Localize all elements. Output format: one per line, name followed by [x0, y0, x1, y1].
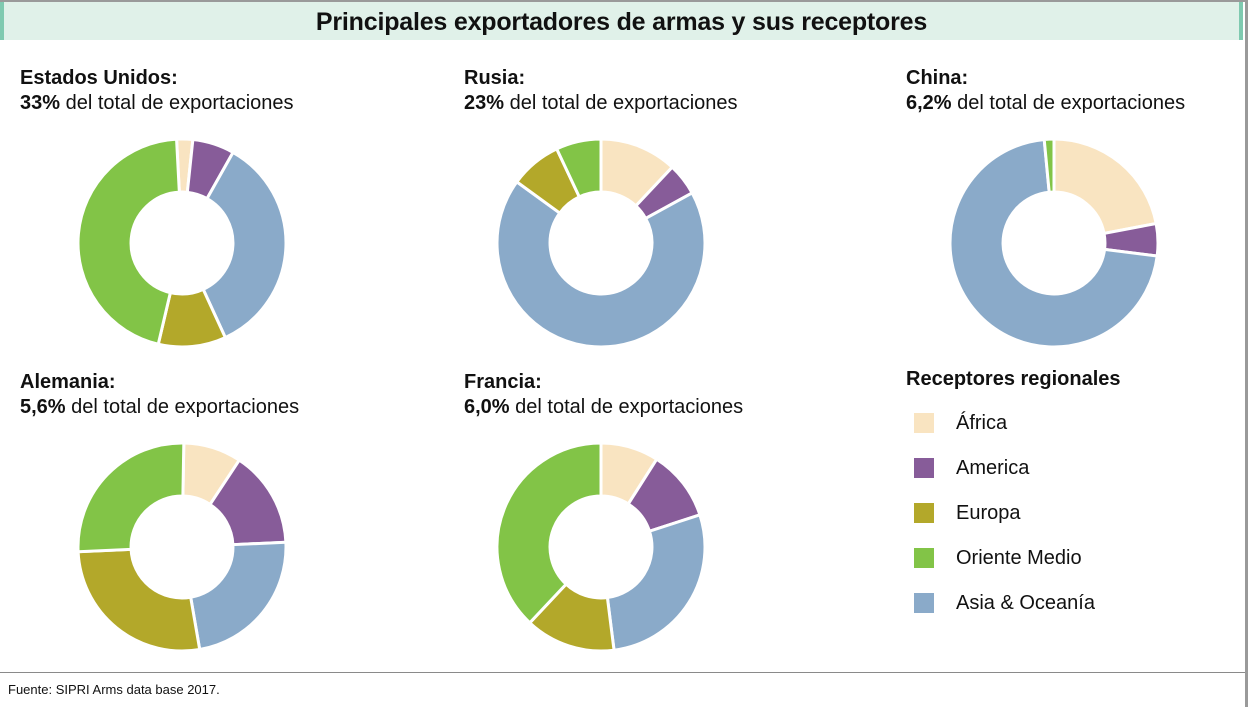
export-share: 33%	[20, 92, 61, 114]
legend-item-africa: África	[906, 396, 1121, 450]
share-text: del total de exportaciones	[504, 92, 738, 114]
donut-chart-germany	[76, 441, 288, 653]
share-text: del total de exportaciones	[951, 92, 1186, 114]
legend-item-asia-oceania: Asia & Oceanía	[906, 576, 1121, 630]
source-note: Fuente: SIPRI Arms data base 2017.	[8, 682, 220, 697]
share-text: del total de exportaciones	[65, 396, 300, 418]
chart-title: Principales exportadores de armas y sus …	[315, 8, 928, 36]
legend-item-america: America	[906, 441, 1121, 495]
legend-swatch	[914, 548, 934, 568]
donut-slice-asia-oceania	[188, 540, 288, 652]
panel-heading-france: Francia: 6,0% del total de exportaciones	[464, 370, 743, 420]
legend-title: Receptores regionales	[906, 368, 1121, 390]
donut-chart-russia	[495, 137, 707, 349]
donut-chart-china	[948, 137, 1160, 349]
legend-label: Oriente Medio	[956, 546, 1082, 569]
legend: Receptores regionales África America Eur…	[906, 368, 1121, 630]
country-name: Rusia:	[464, 67, 526, 89]
share-text: del total de exportaciones	[60, 92, 294, 114]
legend-swatch	[914, 413, 934, 433]
legend-item-europa: Europa	[906, 486, 1121, 540]
donut-slice-oriente-medio	[495, 441, 603, 625]
panel-heading-usa: Estados Unidos: 33% del total de exporta…	[20, 66, 294, 116]
panel-heading-china: China: 6,2% del total de exportaciones	[906, 66, 1185, 116]
legend-swatch	[914, 593, 934, 613]
legend-swatch	[914, 458, 934, 478]
donut-slice-oriente-medio	[76, 137, 181, 347]
donut-slice-oriente-medio	[1042, 137, 1056, 194]
legend-label: Europa	[956, 501, 1021, 524]
donut-slice-asia-oceania	[948, 137, 1159, 349]
export-share: 23%	[464, 92, 505, 114]
legend-label: America	[956, 456, 1030, 479]
legend-swatch	[914, 503, 934, 523]
share-text: del total de exportaciones	[509, 396, 744, 418]
footer-divider	[0, 672, 1245, 673]
donut-chart-usa	[76, 137, 288, 349]
export-share: 6,2%	[906, 92, 952, 114]
country-name: Francia:	[464, 371, 542, 393]
panel-heading-germany: Alemania: 5,6% del total de exportacione…	[20, 370, 299, 420]
legend-label: África	[956, 411, 1008, 434]
donut-chart-france	[495, 441, 707, 653]
country-name: Alemania:	[20, 371, 116, 393]
donut-slice-europa	[76, 547, 202, 653]
donut-slice-asia-oceania	[201, 150, 288, 340]
export-share: 5,6%	[20, 396, 66, 418]
country-name: China:	[906, 67, 969, 89]
frame-top-border	[0, 0, 1248, 2]
donut-slice-asia-oceania	[605, 512, 707, 652]
donut-slice-oriente-medio	[76, 441, 186, 554]
legend-item-oriente-medio: Oriente Medio	[906, 531, 1121, 585]
donut-slice-asia-oceania	[495, 179, 707, 349]
panel-heading-russia: Rusia: 23% del total de exportaciones	[464, 66, 738, 116]
title-bar: Principales exportadores de armas y sus …	[0, 2, 1243, 40]
donut-slice-africa	[1052, 137, 1158, 236]
legend-label: Asia & Oceanía	[956, 591, 1095, 614]
export-share: 6,0%	[464, 396, 510, 418]
donut-slice-oriente-medio	[554, 137, 603, 199]
frame-right-border	[1245, 0, 1248, 707]
country-name: Estados Unidos:	[20, 67, 178, 89]
